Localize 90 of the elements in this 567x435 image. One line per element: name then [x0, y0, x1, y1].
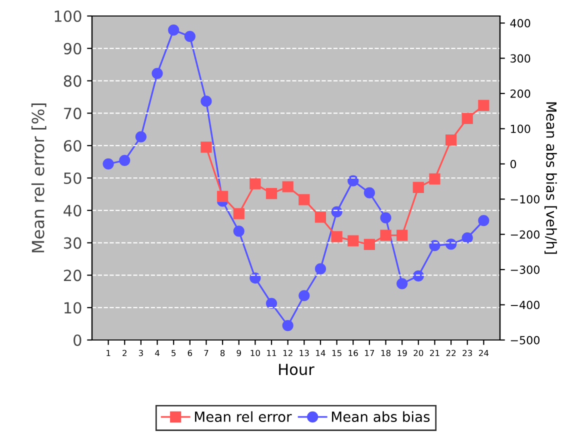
point	[380, 212, 392, 224]
x-tick-label: 4	[155, 350, 160, 356]
y2-tick-label: 400	[510, 19, 530, 28]
y2-tick-label: −500	[510, 336, 540, 344]
x-tick-label: 8	[220, 350, 225, 356]
x-tick-label: 14	[316, 350, 326, 356]
x-tick-label: 24	[478, 350, 489, 356]
point	[250, 272, 261, 284]
x-tick-label: 13	[300, 350, 309, 356]
x-tick-label: 23	[462, 350, 472, 356]
y-tick-label: 10	[64, 302, 82, 314]
x-tick-label: 12	[283, 350, 292, 356]
y-axis-title: Mean rel error [%]	[31, 104, 46, 252]
x-tick-label: 3	[138, 350, 143, 356]
point	[200, 96, 212, 107]
point	[380, 230, 392, 241]
y-tick-label: 80	[64, 75, 82, 87]
x-tick-label: 19	[398, 350, 407, 356]
x-tick-label: 11	[267, 350, 276, 356]
x-tick-label: 5	[172, 350, 176, 356]
point	[298, 290, 310, 302]
point	[282, 320, 294, 332]
point	[282, 181, 294, 192]
y2-tick-label: −300	[510, 266, 540, 274]
legend-label: Mean abs bias	[332, 411, 430, 422]
point	[135, 131, 147, 142]
point	[168, 24, 180, 36]
y2-tick-label: 300	[510, 54, 530, 63]
point	[396, 278, 408, 290]
point	[184, 30, 196, 42]
point	[217, 190, 228, 202]
x-axis-title: Hour	[279, 364, 314, 376]
point	[314, 212, 326, 223]
y-tick-label: 40	[64, 204, 82, 216]
point	[412, 270, 424, 282]
point	[364, 238, 375, 250]
point	[152, 68, 163, 79]
x-tick-label: 16	[348, 350, 358, 356]
y-tick-label: 0	[74, 334, 82, 346]
x-tick-label: 6	[188, 350, 192, 356]
point	[314, 263, 326, 274]
point	[233, 208, 244, 220]
y2-tick-label: 100	[510, 124, 530, 134]
y2-tick-label: −400	[510, 300, 540, 310]
point	[348, 235, 359, 246]
y-tick-label: 60	[64, 140, 82, 152]
x-tick-label: 1	[106, 350, 110, 356]
y-tick-label: 70	[64, 108, 82, 120]
point	[396, 230, 408, 241]
x-tick-label: 22	[446, 350, 456, 356]
point	[233, 226, 244, 237]
point	[102, 158, 114, 170]
x-tick-label: 21	[430, 350, 440, 356]
x-tick-label: 20	[414, 350, 424, 356]
point	[412, 182, 424, 193]
point	[429, 173, 440, 185]
x-tick-label: 2	[122, 350, 126, 356]
point	[266, 298, 278, 309]
x-tick-label: 9	[236, 350, 241, 356]
y2-tick-label: 0	[510, 160, 516, 168]
point	[250, 178, 261, 190]
y2-axis-title: Mean abs bias [veh/h]	[544, 102, 557, 254]
point	[462, 232, 473, 244]
y-tick-label: 90	[64, 42, 82, 54]
point	[478, 215, 490, 226]
x-tick-label: 7	[204, 350, 208, 356]
x-tick-label: 10	[250, 350, 260, 356]
y-tick-label: 100	[54, 10, 82, 22]
point	[298, 194, 310, 206]
point	[200, 142, 212, 153]
point	[445, 134, 457, 146]
point	[331, 206, 342, 218]
legend-label: Mean rel error	[195, 411, 292, 422]
point	[429, 240, 440, 252]
point	[364, 187, 375, 198]
point	[266, 188, 278, 200]
y2-tick-label: −200	[510, 230, 540, 239]
y-tick-label: 20	[64, 270, 82, 282]
x-tick-label: 17	[365, 350, 374, 356]
x-tick-label: 18	[381, 350, 390, 356]
point	[331, 231, 342, 242]
y2-tick-label: −100	[510, 195, 540, 204]
y2-tick-label: 200	[510, 89, 530, 98]
point	[462, 112, 473, 124]
point	[119, 154, 130, 166]
point	[348, 175, 359, 186]
y-tick-label: 30	[64, 237, 82, 249]
point	[478, 100, 490, 111]
y-tick-label: 50	[64, 172, 82, 184]
x-tick-label: 15	[332, 350, 342, 356]
